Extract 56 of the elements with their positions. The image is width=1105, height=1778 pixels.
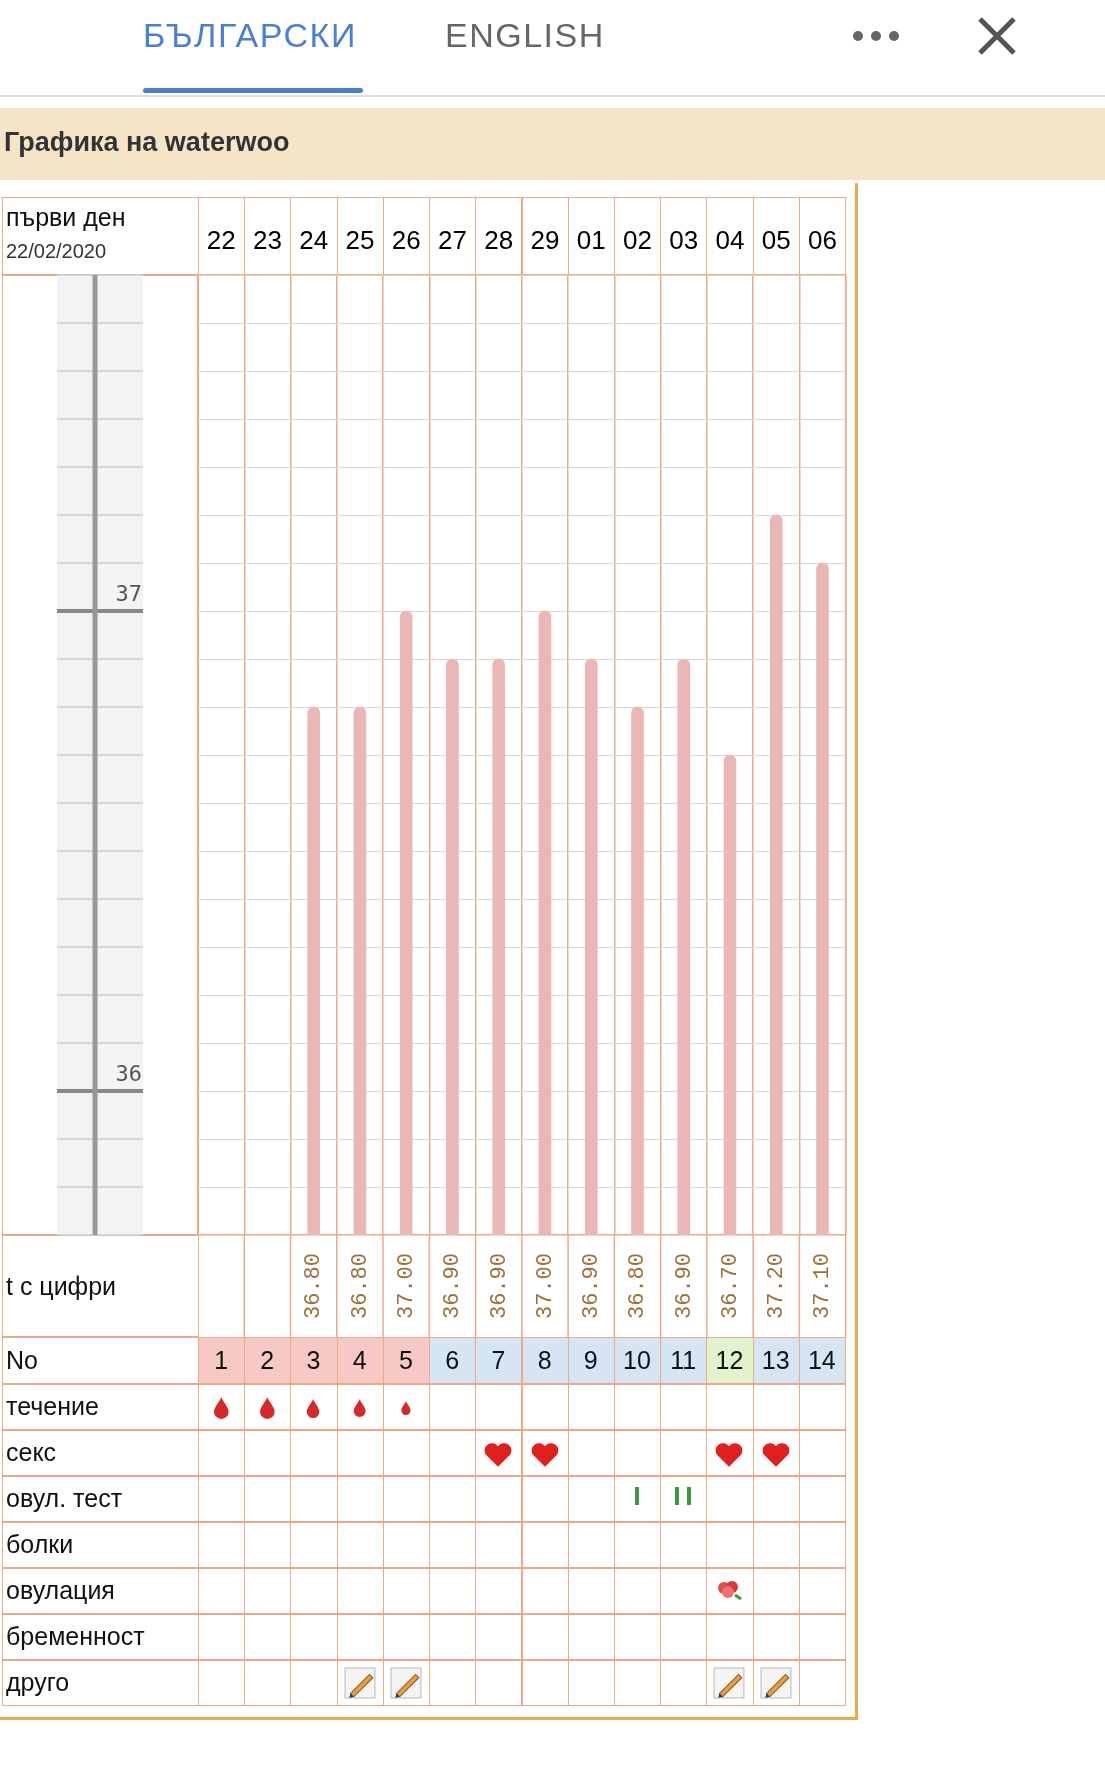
text: 22/02/2020 — [6, 240, 107, 263]
text: овул. тест — [6, 1484, 123, 1513]
chart-title: Графика на waterwoo — [4, 127, 290, 158]
text: 9 — [583, 1346, 598, 1374]
y-tick-label: 37 — [115, 580, 142, 606]
data-label: 36.80 — [625, 1252, 651, 1320]
x-tick-label: 26 — [391, 224, 421, 255]
data-label: 36.80 — [347, 1252, 373, 1320]
text: първи ден — [6, 203, 126, 232]
x-tick-label: 28 — [484, 224, 514, 255]
data-label: 37.20 — [764, 1252, 790, 1320]
text: No — [6, 1346, 38, 1375]
text: овулация — [6, 1576, 115, 1605]
data-label: 36.90 — [440, 1252, 466, 1320]
data-label: 37.00 — [394, 1252, 420, 1320]
text: 12 — [715, 1346, 744, 1374]
data-label: 36.90 — [486, 1252, 512, 1320]
x-tick-label: 04 — [715, 224, 745, 255]
text: t с цифри — [6, 1272, 117, 1301]
text: друго — [6, 1668, 70, 1697]
x-tick-label: 06 — [808, 224, 837, 255]
data-label: 36.80 — [301, 1252, 327, 1320]
text: 13 — [761, 1346, 790, 1374]
data-label: 36.70 — [717, 1252, 743, 1320]
text: 7 — [491, 1346, 506, 1374]
text: 2 — [260, 1346, 275, 1374]
x-tick-label: 22 — [206, 224, 236, 255]
data-label: 36.90 — [671, 1252, 697, 1320]
y-tick-label: 36 — [115, 1060, 142, 1086]
text: болки — [6, 1530, 74, 1559]
text: 8 — [537, 1346, 552, 1374]
text: 3 — [306, 1346, 321, 1374]
text: 5 — [398, 1346, 413, 1374]
x-tick-label: 01 — [576, 224, 606, 255]
x-tick-label: 05 — [761, 224, 791, 255]
x-tick-label: 03 — [669, 224, 699, 255]
x-tick-label: 29 — [530, 224, 560, 255]
text: секс — [6, 1438, 57, 1467]
x-tick-label: 02 — [623, 224, 652, 255]
x-tick-label: 27 — [437, 224, 467, 255]
text: ENGLISH — [445, 16, 605, 55]
text: течение — [6, 1392, 99, 1421]
text: 10 — [623, 1346, 651, 1374]
text: 11 — [670, 1346, 697, 1374]
data-label: 36.90 — [579, 1252, 605, 1320]
x-tick-label: 24 — [299, 224, 329, 255]
x-tick-label: 23 — [252, 224, 282, 255]
x-tick-label: 25 — [345, 224, 375, 255]
text: 4 — [352, 1346, 367, 1374]
data-label: 37.00 — [532, 1252, 558, 1320]
text: 1 — [214, 1346, 229, 1374]
data-label: 37.10 — [810, 1252, 836, 1320]
text: бременност — [6, 1622, 145, 1651]
text: 14 — [807, 1346, 836, 1374]
text: 6 — [445, 1346, 460, 1374]
text: БЪЛГАРСКИ — [143, 16, 357, 55]
